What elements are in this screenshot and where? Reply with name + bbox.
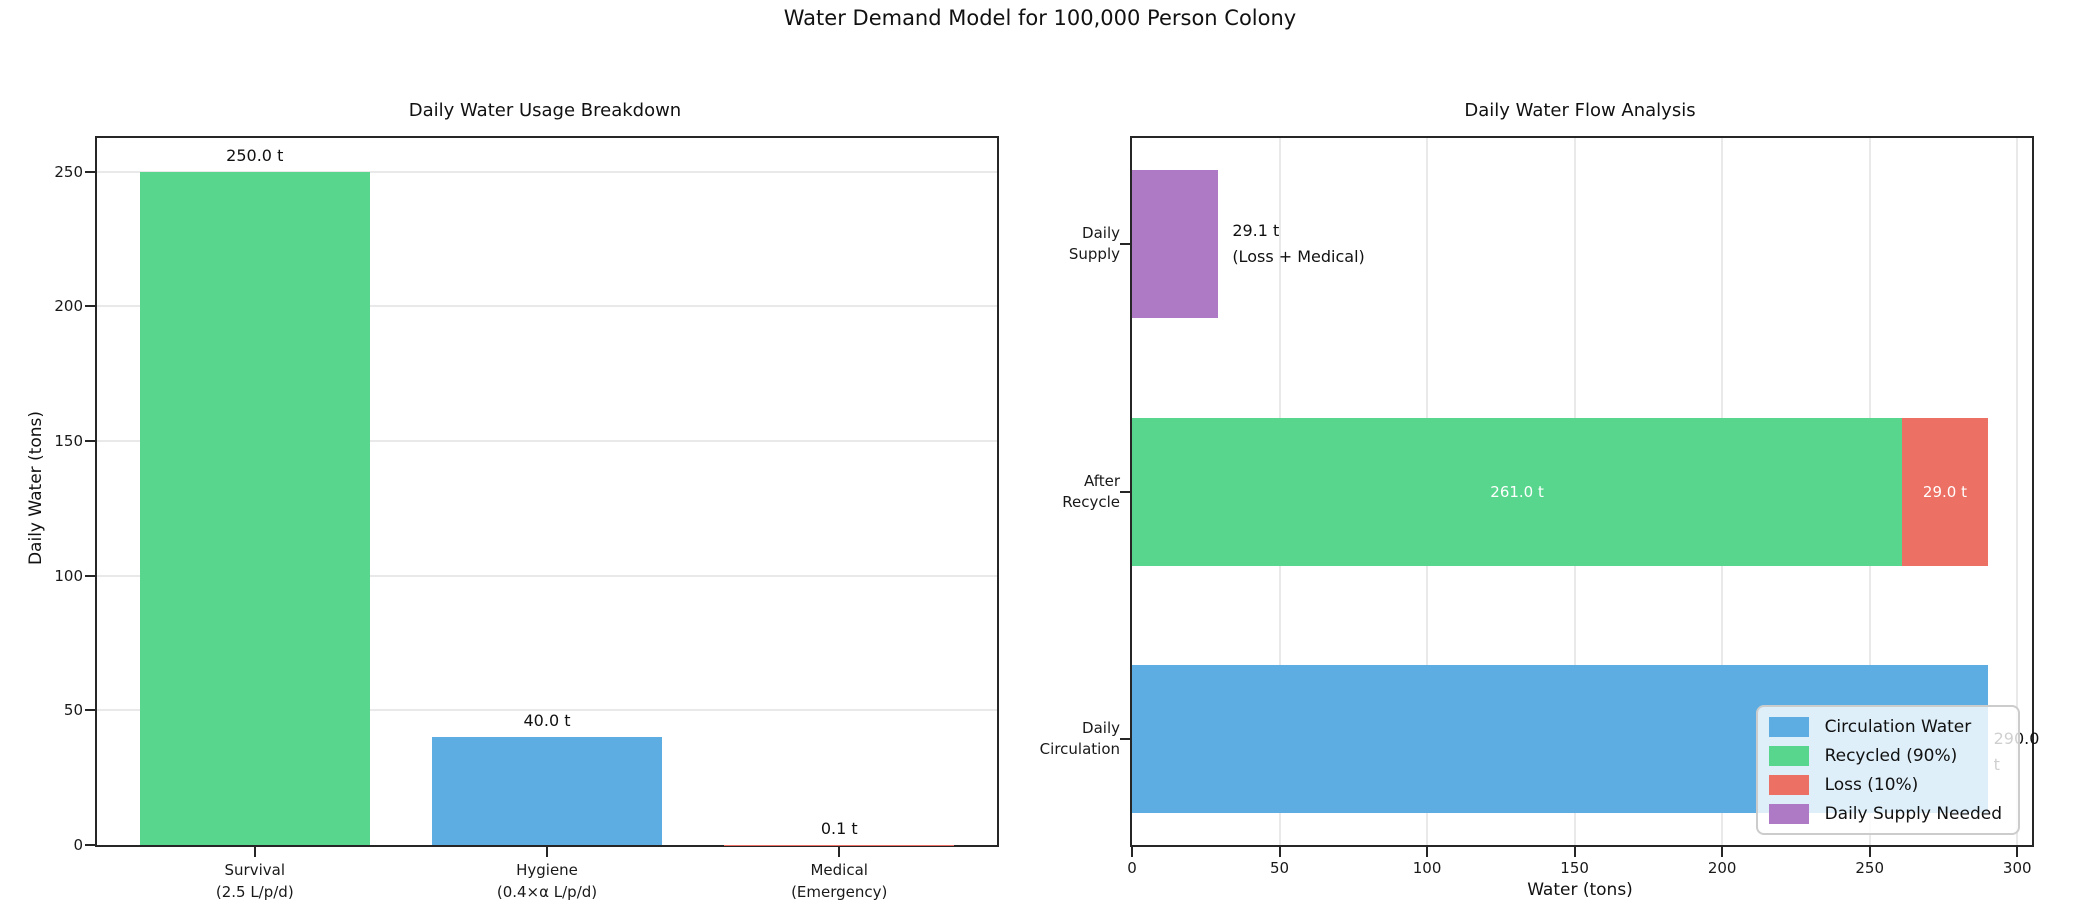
- y-tick-label-100: 100: [54, 566, 83, 585]
- y-tick-label-200: 200: [54, 297, 83, 316]
- legend-label-loss-10: Loss (10%): [1824, 774, 1919, 795]
- x-tick-0: [1131, 847, 1133, 857]
- usage-plot-area: 0 50 100 150 200 250 250.0 t Survival (2.5 L/p/…: [54, 136, 999, 901]
- y-tick-150: [85, 440, 95, 442]
- x-axis-label-water-tons: Water (tons): [1527, 880, 1633, 900]
- x-tick-label-250: 250: [1855, 859, 1885, 877]
- y-tick-after-recycle: [1120, 490, 1130, 493]
- legend-swatch-loss-10: [1768, 774, 1809, 795]
- y-tick-daily-circulation: [1120, 738, 1130, 740]
- y-category-label-daily-supply: Daily Supply: [1068, 224, 1120, 263]
- x-tick-label-150: 150: [1560, 859, 1589, 877]
- x-tick-150: [1573, 847, 1576, 857]
- y-tick-daily-supply: [1120, 243, 1130, 245]
- legend-swatch-circulation-water: [1768, 716, 1809, 737]
- legend-label-daily-supply-needed: Daily Supply Needed: [1824, 803, 2002, 824]
- y-tick-label-0: 0: [73, 836, 83, 854]
- x-tick-label-50: 50: [1269, 859, 1290, 877]
- x-category-label-hygiene: Hygiene (0.4×α L/p/d): [496, 861, 598, 901]
- gridline-y-150: [97, 440, 997, 442]
- legend-label-recycled-90: Recycled (90%): [1824, 745, 1958, 766]
- chart-usage-title: Daily Water Usage Breakdown: [408, 100, 682, 121]
- legend-swatch-daily-supply-needed: [1768, 803, 1809, 824]
- x-tick-100: [1426, 847, 1429, 857]
- legend-box: Circulation Water Recycled (90%) Loss (10%…: [1755, 705, 2020, 835]
- y-tick-label-250: 250: [54, 162, 83, 181]
- gridline-y-50: [97, 709, 997, 712]
- x-category-label-survival: Survival (2.5 L/p/d): [215, 861, 294, 901]
- legend-entry-circulation-water: Circulation Water: [1768, 714, 2002, 739]
- bar-segment-loss-10: 29.0 t: [1902, 417, 1988, 566]
- chart-flow-title: Daily Water Flow Analysis: [1464, 100, 1696, 121]
- x-tick-label-300: 300: [2002, 859, 2032, 877]
- x-category-label-medical: Medical (Emergency): [791, 861, 888, 901]
- bar-hygiene: [432, 737, 662, 845]
- bar-value-label-hygiene: 40.0 t: [523, 711, 571, 731]
- segment-label-recycled-90: 261.0 t: [1490, 482, 1544, 501]
- x-tick-label-100: 100: [1412, 859, 1442, 877]
- flow-plot-area: 0 50 100 150 200 250 300 Daily Supply After Recy…: [1040, 136, 2039, 877]
- y-category-label-after-recycle: After Recycle: [1062, 471, 1120, 511]
- x-tick-label-200: 200: [1707, 859, 1737, 877]
- x-tick-hygiene: [546, 847, 548, 857]
- gridline-x-300: [2016, 138, 2019, 845]
- x-tick-200: [1721, 847, 1724, 857]
- legend-entry-daily-supply-needed: Daily Supply Needed: [1768, 801, 2002, 826]
- bar-survival: [139, 171, 370, 845]
- x-tick-300: [2016, 847, 2019, 857]
- y-tick-200: [85, 305, 95, 308]
- x-tick-medical: [838, 847, 841, 857]
- y-category-label-daily-circulation: Daily Circulation: [1039, 719, 1120, 758]
- figure-suptitle: Water Demand Model for 100,000 Person Co…: [783, 6, 1297, 30]
- y-tick-100: [85, 574, 95, 577]
- bar-value-label-survival: 250.0 t: [226, 145, 284, 165]
- x-tick-survival: [253, 847, 256, 857]
- x-tick-250: [1868, 847, 1871, 857]
- y-tick-label-50: 50: [63, 701, 83, 720]
- legend-label-circulation-water: Circulation Water: [1824, 716, 1972, 737]
- y-tick-0: [85, 844, 95, 846]
- legend-entry-loss-10: Loss (10%): [1768, 772, 2002, 797]
- legend-entry-recycled-90: Recycled (90%): [1768, 743, 2002, 768]
- y-tick-250: [85, 170, 95, 173]
- gridline-y-200: [97, 305, 997, 308]
- y-tick-50: [85, 709, 95, 712]
- x-tick-label-0: 0: [1127, 859, 1137, 877]
- annotation-29-1-t: 29.1 t (Loss + Medical): [1232, 221, 1365, 266]
- legend-swatch-recycled-90: [1768, 745, 1809, 766]
- y-tick-label-150: 150: [54, 432, 83, 450]
- bar-value-label-medical: 0.1 t: [820, 818, 858, 838]
- bar-segment-recycled-90: 261.0 t: [1132, 417, 1903, 566]
- segment-label-loss-10: 29.0 t: [1922, 482, 1967, 501]
- x-tick-50: [1278, 847, 1281, 857]
- gridline-y-100: [97, 574, 997, 577]
- bar-segment-daily-supply-needed: [1132, 170, 1218, 318]
- gridline-y-250: [97, 170, 997, 173]
